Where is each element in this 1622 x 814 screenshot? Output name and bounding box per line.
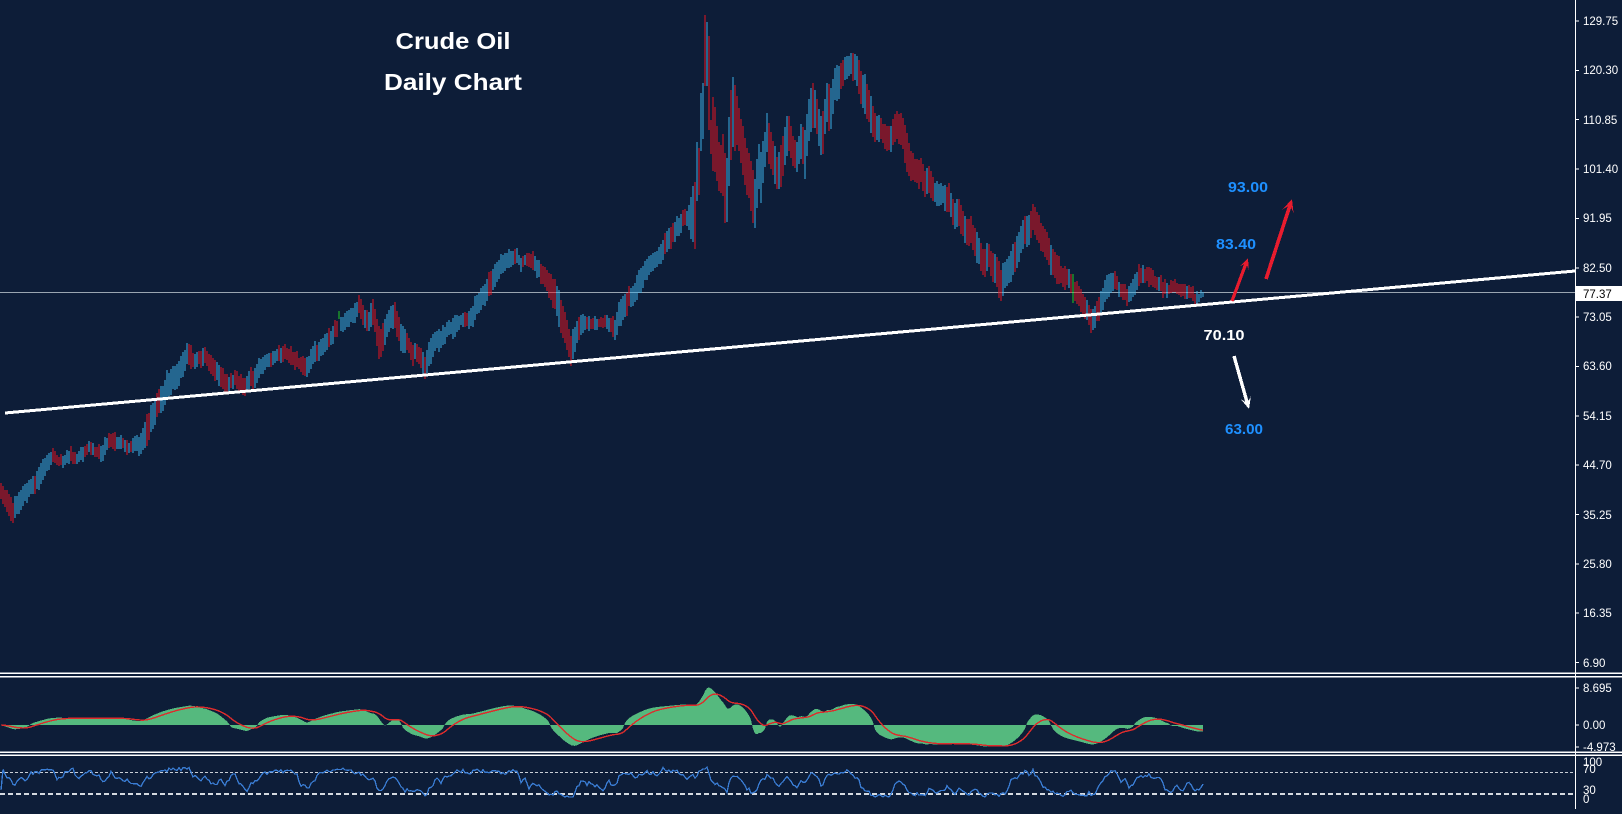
svg-text:77.37: 77.37 [1583,289,1612,301]
svg-text:25.80: 25.80 [1583,559,1612,571]
svg-text:129.75: 129.75 [1583,16,1618,28]
svg-text:110.85: 110.85 [1583,115,1617,127]
svg-text:30: 30 [1583,785,1596,797]
svg-text:8.695: 8.695 [1583,683,1612,695]
svg-text:Crude Oil: Crude Oil [396,28,511,54]
svg-text:82.50: 82.50 [1583,263,1612,275]
svg-text:91.95: 91.95 [1583,213,1612,225]
svg-text:73.05: 73.05 [1583,312,1612,324]
svg-text:54.15: 54.15 [1583,411,1612,423]
svg-text:70.10: 70.10 [1204,327,1245,344]
svg-text:101.40: 101.40 [1583,164,1618,176]
svg-text:100: 100 [1583,757,1602,769]
svg-text:63.00: 63.00 [1225,421,1263,438]
svg-text:6.90: 6.90 [1583,658,1605,670]
svg-text:0: 0 [1583,794,1589,806]
svg-text:120.30: 120.30 [1583,65,1618,77]
svg-text:-4.973: -4.973 [1583,742,1616,754]
svg-text:63.60: 63.60 [1583,361,1612,373]
svg-text:70: 70 [1583,764,1596,776]
svg-text:83.40: 83.40 [1216,236,1256,253]
svg-text:44.70: 44.70 [1583,460,1612,472]
svg-text:0.00: 0.00 [1583,720,1605,732]
svg-text:35.25: 35.25 [1583,510,1612,522]
svg-text:93.00: 93.00 [1228,179,1268,196]
svg-text:16.35: 16.35 [1583,608,1612,620]
svg-text:Daily Chart: Daily Chart [384,69,522,95]
